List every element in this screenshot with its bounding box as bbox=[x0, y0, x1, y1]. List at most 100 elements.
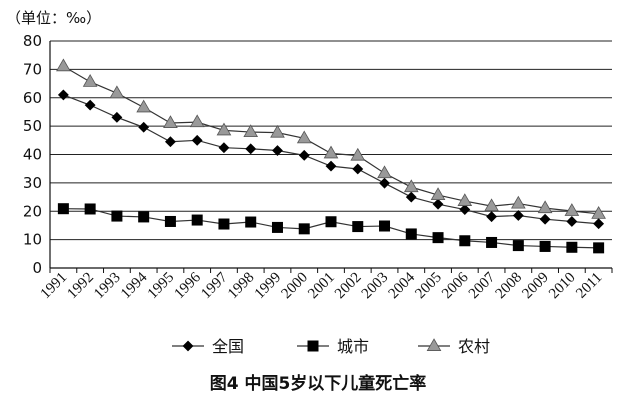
x-tick-label: 1997 bbox=[198, 269, 231, 302]
data-point bbox=[377, 165, 392, 179]
chart-title: 图4 中国5岁以下儿童死亡率 bbox=[210, 373, 427, 394]
y-tick-label: 40 bbox=[23, 146, 42, 164]
data-point bbox=[138, 121, 150, 133]
data-point bbox=[298, 149, 310, 161]
data-point bbox=[432, 198, 444, 210]
data-point bbox=[84, 99, 96, 111]
legend-label: 全国 bbox=[212, 337, 244, 356]
data-point bbox=[191, 134, 203, 146]
data-point bbox=[323, 145, 339, 159]
y-tick-label: 70 bbox=[23, 60, 42, 78]
gridlines bbox=[50, 40, 612, 241]
data-point bbox=[325, 216, 337, 228]
data-point bbox=[486, 211, 497, 223]
data-point bbox=[510, 195, 526, 209]
x-axis-ticks: 1991199219931994199519961997199819992000… bbox=[38, 268, 613, 303]
data-point bbox=[218, 142, 230, 154]
x-tick-label: 2006 bbox=[439, 269, 472, 302]
legend-label: 城市 bbox=[337, 337, 369, 356]
data-point bbox=[379, 220, 391, 232]
data-point bbox=[430, 187, 446, 201]
data-point bbox=[218, 218, 230, 230]
x-tick-label: 2001 bbox=[305, 270, 338, 303]
series-全国 bbox=[57, 89, 605, 230]
series-农村 bbox=[56, 58, 606, 219]
x-tick-label: 2010 bbox=[546, 270, 579, 303]
x-tick-label: 1995 bbox=[145, 270, 178, 303]
series-layer bbox=[56, 58, 606, 254]
x-tick-label: 1993 bbox=[91, 270, 124, 303]
data-point bbox=[111, 111, 123, 123]
data-point bbox=[164, 215, 176, 227]
data-point bbox=[325, 160, 337, 172]
data-point bbox=[512, 210, 524, 221]
x-tick-label: 1994 bbox=[118, 269, 151, 302]
data-point bbox=[57, 89, 69, 101]
data-point bbox=[512, 240, 524, 252]
data-point bbox=[189, 114, 205, 128]
data-point bbox=[484, 198, 499, 212]
data-point bbox=[593, 218, 605, 230]
legend-item-城市: 城市 bbox=[297, 337, 369, 356]
data-point bbox=[111, 210, 123, 222]
data-point bbox=[165, 136, 176, 148]
data-point bbox=[486, 236, 498, 248]
legend-marker bbox=[426, 338, 442, 351]
y-tick-label: 30 bbox=[23, 174, 42, 192]
x-tick-label: 1998 bbox=[225, 270, 258, 303]
x-tick-label: 2004 bbox=[386, 269, 419, 302]
legend-item-全国: 全国 bbox=[172, 337, 244, 356]
x-tick-label: 1996 bbox=[171, 269, 204, 302]
y-tick-label: 0 bbox=[32, 259, 42, 277]
data-point bbox=[591, 206, 606, 219]
x-tick-label: 2005 bbox=[412, 270, 445, 303]
data-point bbox=[537, 200, 553, 214]
x-tick-label: 2011 bbox=[573, 270, 605, 302]
data-point bbox=[109, 85, 125, 99]
y-tick-label: 20 bbox=[23, 202, 42, 220]
x-tick-label: 1992 bbox=[64, 270, 97, 303]
axes bbox=[49, 41, 612, 269]
data-point bbox=[539, 240, 551, 252]
data-point bbox=[138, 211, 150, 223]
data-point bbox=[432, 232, 444, 244]
legend-marker bbox=[182, 340, 194, 352]
y-tick-label: 10 bbox=[23, 231, 42, 249]
x-tick-label: 2009 bbox=[519, 270, 552, 303]
data-point bbox=[539, 213, 551, 225]
x-tick-label: 2007 bbox=[466, 269, 499, 302]
data-point bbox=[352, 221, 364, 233]
data-point bbox=[84, 203, 96, 215]
x-tick-label: 2002 bbox=[332, 270, 365, 303]
data-point bbox=[459, 235, 471, 247]
data-point bbox=[459, 204, 471, 215]
data-point bbox=[379, 177, 390, 189]
data-point bbox=[271, 221, 283, 233]
data-point bbox=[216, 122, 232, 136]
data-point bbox=[245, 143, 257, 155]
legend-marker bbox=[307, 340, 319, 352]
data-point bbox=[245, 216, 257, 228]
series-line bbox=[63, 65, 599, 215]
data-point bbox=[272, 145, 283, 156]
data-point bbox=[56, 58, 71, 72]
data-point bbox=[403, 179, 419, 193]
legend: 全国 城市 农村 bbox=[172, 337, 490, 356]
x-tick-label: 2000 bbox=[279, 270, 312, 303]
series-城市 bbox=[57, 203, 605, 254]
data-point bbox=[296, 130, 312, 144]
y-tick-label: 80 bbox=[23, 32, 42, 50]
data-point bbox=[352, 163, 364, 175]
data-point bbox=[163, 115, 178, 128]
data-point bbox=[566, 216, 578, 227]
data-point bbox=[57, 203, 69, 215]
x-tick-label: 1991 bbox=[38, 270, 71, 303]
data-point bbox=[593, 242, 605, 254]
legend-item-农村: 农村 bbox=[418, 337, 490, 356]
y-tick-label: 50 bbox=[23, 117, 42, 135]
unit-label: （单位：‰） bbox=[6, 9, 101, 27]
data-point bbox=[298, 223, 310, 235]
data-point bbox=[405, 191, 417, 203]
data-point bbox=[350, 147, 366, 161]
